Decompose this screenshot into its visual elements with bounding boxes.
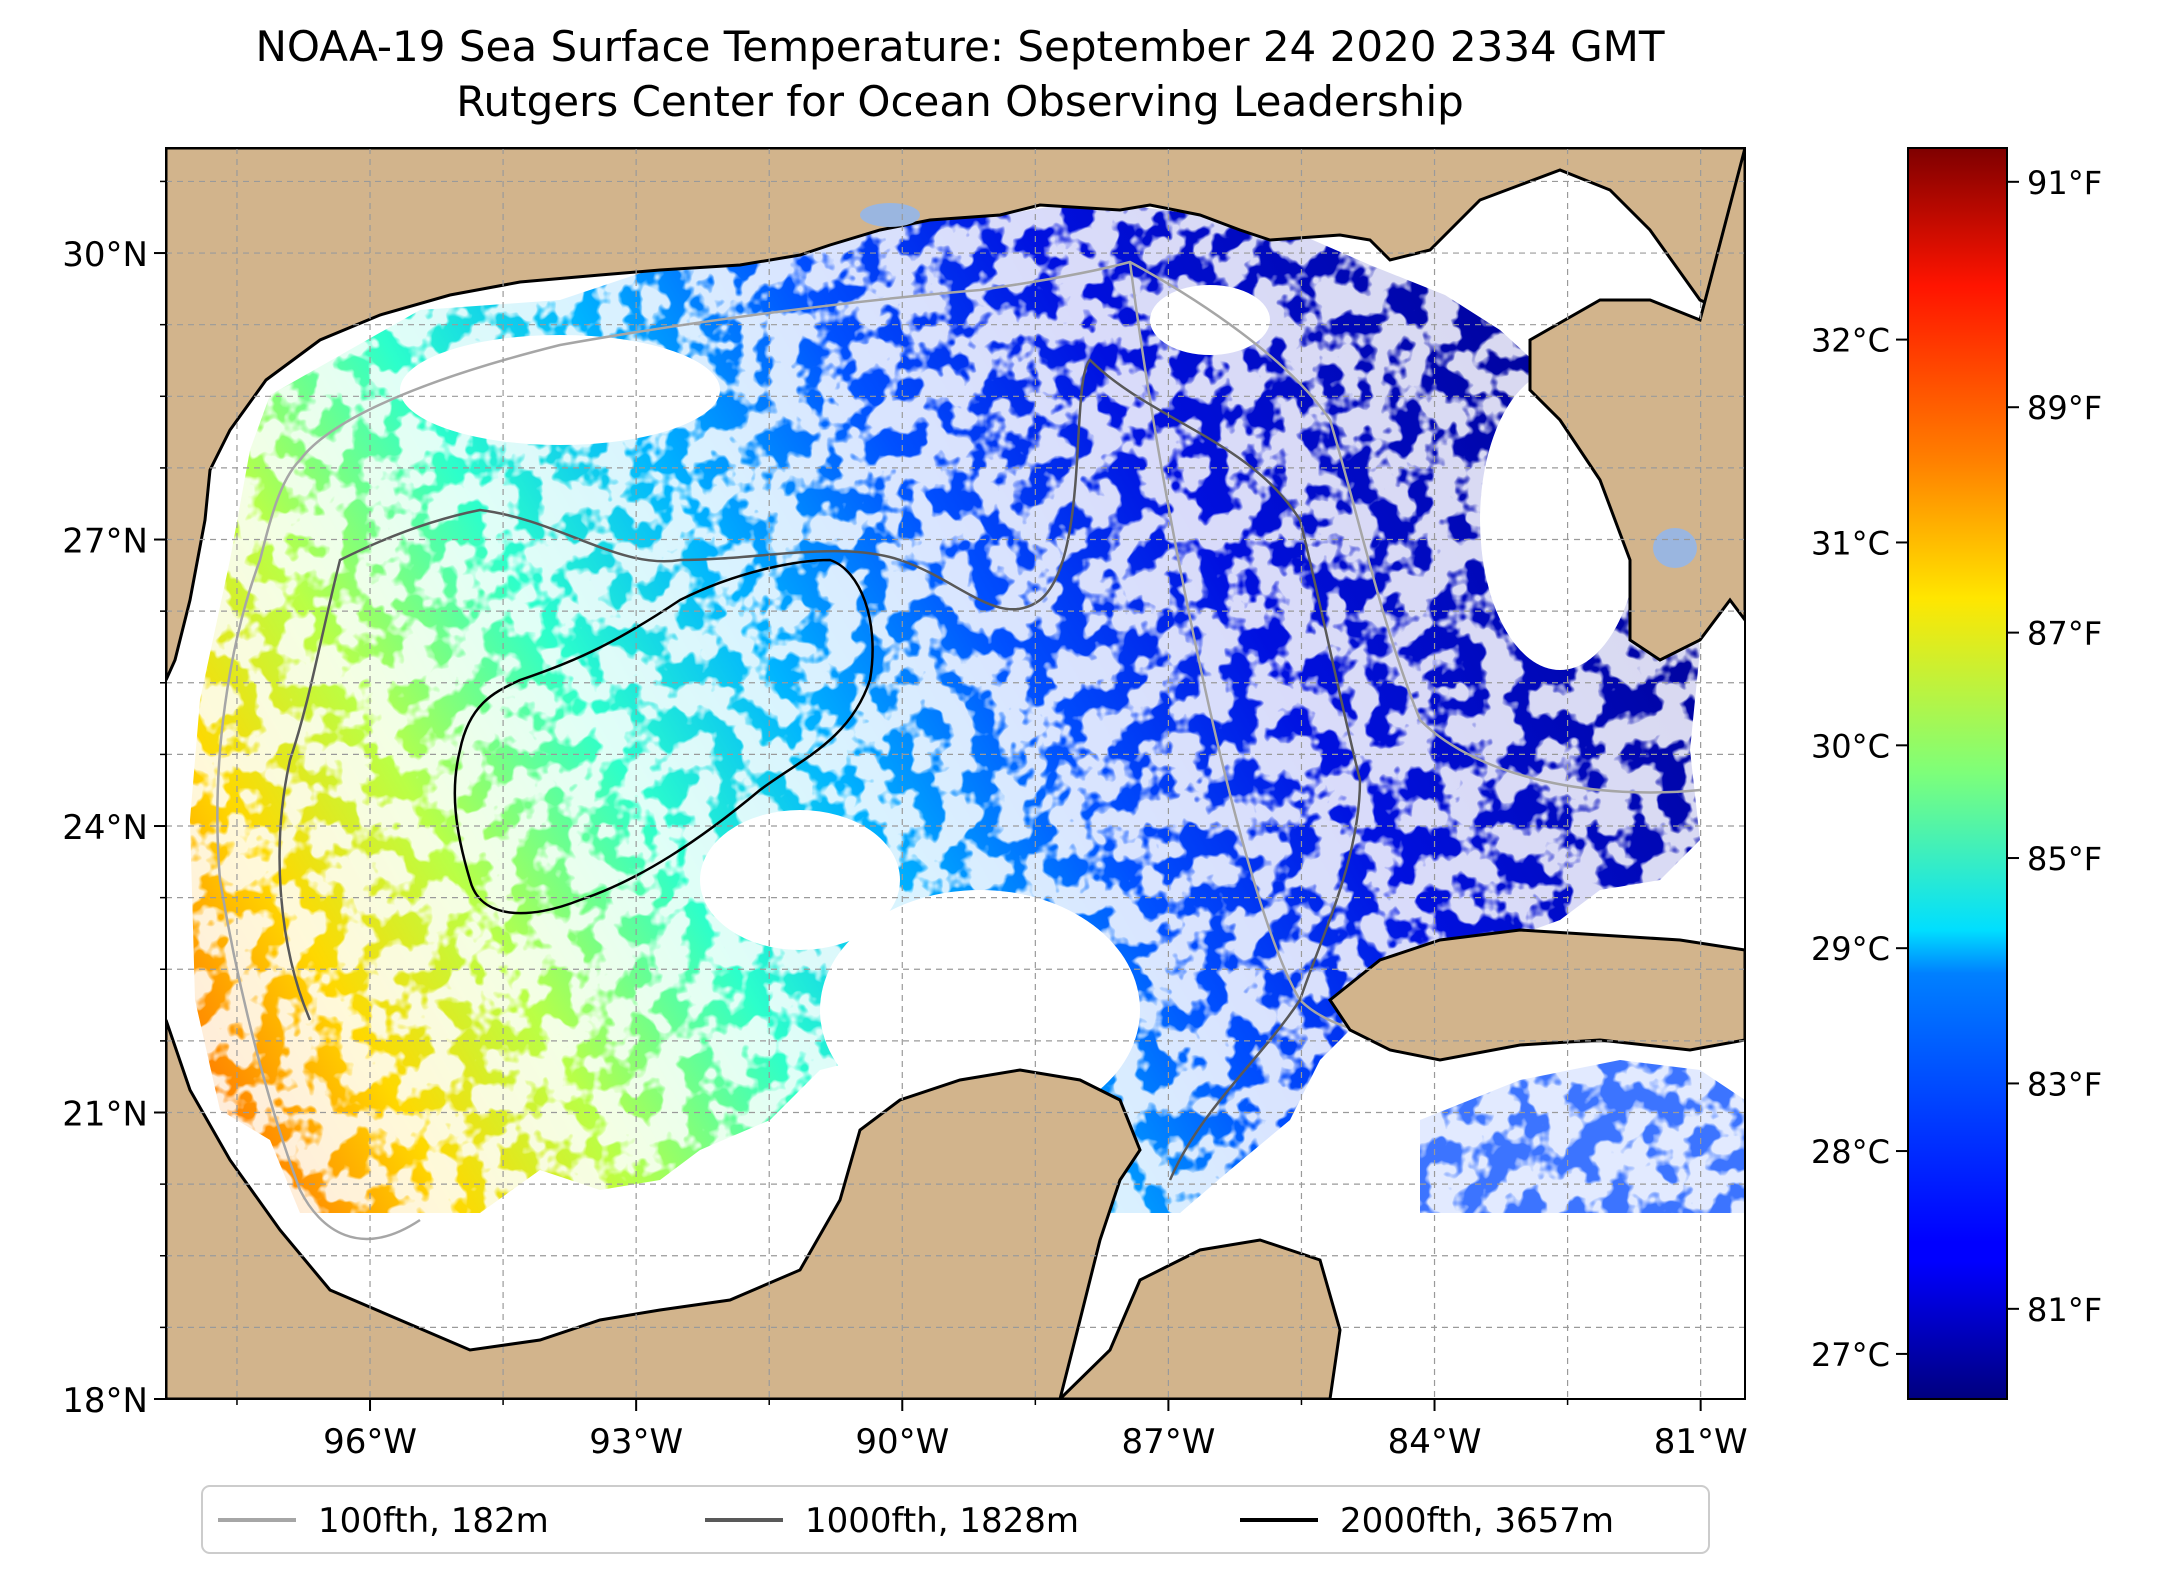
- colorbar-fahrenheit-ticks: 81°F 83°F 85°F 87°F 89°F 91°F: [2007, 164, 2102, 1329]
- legend: 100fth, 182m 1000fth, 1828m 2000fth, 3657m: [201, 1485, 1710, 1554]
- cloud-gap-central: [700, 810, 900, 950]
- title-line-1: NOAA-19 Sea Surface Temperature: Septemb…: [255, 22, 1665, 71]
- colorbar-c-tick-label: 30°C: [1811, 727, 1890, 765]
- contour-1000fth: [278, 358, 1362, 1181]
- colorbar-f-tick-label: 89°F: [2027, 389, 2102, 427]
- land-mexico: [166, 1019, 1142, 1399]
- colorbar-c-tick-label: 27°C: [1811, 1336, 1890, 1374]
- legend-label: 100fth, 182m: [318, 1501, 549, 1541]
- lon-tick-label: 84°W: [1388, 1422, 1482, 1462]
- colorbar-c-tick-label: 28°C: [1811, 1133, 1890, 1171]
- latitude-axis: 18°N 21°N 24°N 27°N 30°N: [62, 180, 166, 1421]
- lon-tick-label: 90°W: [855, 1422, 949, 1462]
- cloud-gap-north-2: [1150, 285, 1270, 355]
- lat-tick-label: 30°N: [62, 235, 148, 275]
- colorbar-f-tick-label: 87°F: [2027, 615, 2102, 653]
- colorbar-f-tick-label: 85°F: [2027, 840, 2102, 878]
- lon-tick-label: 81°W: [1654, 1422, 1748, 1462]
- lat-tick-label: 21°N: [62, 1095, 148, 1135]
- lake-okeechobee: [1653, 528, 1697, 568]
- colorbar-f-tick-label: 81°F: [2027, 1291, 2102, 1329]
- cloud-gap-yucatan-shelf: [820, 890, 1140, 1130]
- legend-box: [201, 1485, 1710, 1554]
- legend-label: 1000fth, 1828m: [805, 1501, 1079, 1541]
- plot-frame: [165, 147, 1746, 1400]
- lon-tick-label: 96°W: [323, 1422, 417, 1462]
- lake-pontchartrain: [860, 203, 920, 227]
- lon-tick-label: 93°W: [589, 1422, 683, 1462]
- colorbar: 81°F 83°F 85°F 87°F 89°F 91°F 27°C 28°C 29°C 30°…: [1811, 147, 2102, 1400]
- colorbar-c-tick-label: 32°C: [1811, 322, 1890, 360]
- land-masses: [166, 148, 1745, 1399]
- cloud-gap-north: [400, 335, 720, 445]
- colorbar-f-tick-label: 91°F: [2027, 164, 2102, 202]
- sst-map-plot: [166, 148, 1745, 1399]
- legend-label: 2000fth, 3657m: [1340, 1501, 1614, 1541]
- land-cuba: [1327, 928, 1745, 1062]
- land-florida: [1528, 148, 1745, 662]
- lakes: [860, 203, 1697, 568]
- colorbar-f-tick-label: 83°F: [2027, 1065, 2102, 1103]
- colorbar-c-tick-label: 31°C: [1811, 524, 1890, 562]
- land-us-north: [166, 148, 1745, 681]
- contour-2000fth: [453, 558, 874, 915]
- land-central-america: [1057, 1238, 1342, 1399]
- colorbar-gradient: [1907, 147, 2008, 1400]
- lon-tick-label: 87°W: [1121, 1422, 1215, 1462]
- longitude-axis: 96°W 93°W 90°W 87°W 84°W 81°W: [236, 1399, 1748, 1462]
- colorbar-c-tick-label: 29°C: [1811, 930, 1890, 968]
- lat-tick-label: 24°N: [62, 808, 148, 848]
- lat-tick-label: 18°N: [62, 1381, 148, 1421]
- lat-tick-label: 27°N: [62, 522, 148, 562]
- title-line-2: Rutgers Center for Ocean Observing Leade…: [456, 77, 1464, 126]
- colorbar-celsius-ticks: 27°C 28°C 29°C 30°C 31°C 32°C: [1811, 322, 1908, 1374]
